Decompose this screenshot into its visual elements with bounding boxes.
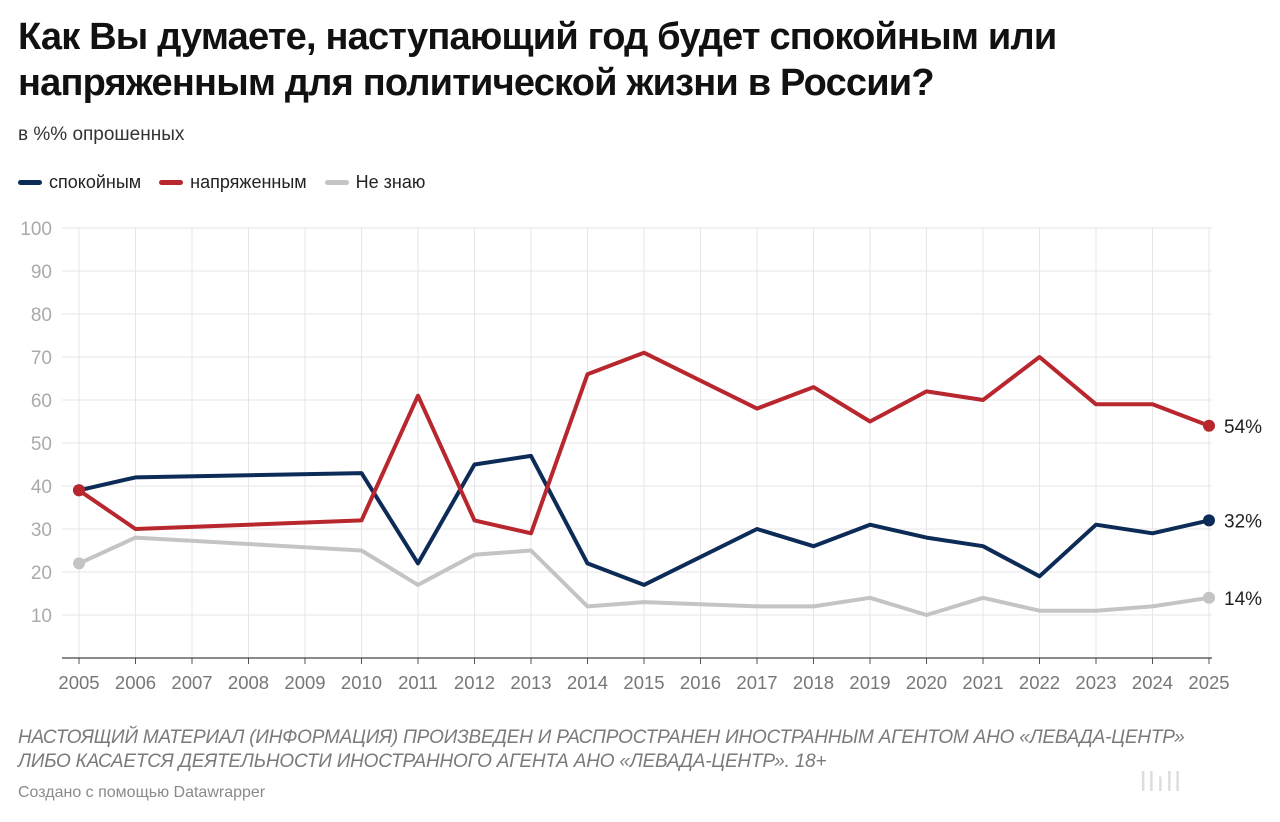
x-tick-label-2022: 2022 (1019, 672, 1060, 693)
x-tick-label-2020: 2020 (906, 672, 947, 693)
legend-label-tense: напряженным (190, 172, 307, 192)
legend-item-dont-know: Не знаю (324, 172, 426, 193)
x-tick-label-2007: 2007 (171, 672, 212, 693)
y-tick-label-50: 50 (31, 434, 52, 455)
legend-label-calm: спокойным (49, 172, 142, 192)
datawrapper-credit: Создано с помощью Datawrapper (18, 784, 266, 801)
x-tick-label-2015: 2015 (623, 672, 664, 693)
x-tick-label-2011: 2011 (398, 672, 438, 693)
series-line-tense (77, 350, 1211, 536)
y-tick-label-80: 80 (31, 305, 52, 326)
series-end-label-tense: 54% (1224, 417, 1262, 438)
legend-label-dont-know: Не знаю (355, 172, 426, 192)
y-tick-label-100: 100 (20, 219, 52, 240)
chart-title: Как Вы думаете, наступающий год будет сп… (18, 16, 1057, 104)
y-tick-label-90: 90 (31, 262, 52, 283)
series-end-point-dont-know (1203, 591, 1215, 604)
y-tick-label-60: 60 (31, 391, 52, 412)
watermark-logo: llıll (1140, 766, 1183, 797)
x-tick-label-2021: 2021 (962, 672, 1003, 693)
x-tick-label-2010: 2010 (341, 672, 382, 693)
chart-legend: спокойным напряженным Не знаю (18, 172, 425, 193)
x-tick-label-2006: 2006 (115, 672, 156, 693)
chart-subtitle: в %% опрошенных (18, 124, 185, 145)
legend-item-calm: спокойным (18, 172, 141, 193)
x-tick-label-2024: 2024 (1132, 672, 1173, 693)
y-tick-label-20: 20 (31, 563, 52, 584)
series-start-point-dont-know (73, 557, 85, 570)
x-tick-label-2005: 2005 (58, 672, 99, 693)
x-tick-label-2008: 2008 (228, 672, 269, 693)
legend-swatch-calm (18, 180, 42, 185)
series-start-point-tense (73, 484, 85, 497)
legend-swatch-dont-know (324, 180, 349, 185)
y-tick-label-30: 30 (31, 520, 52, 541)
x-tick-label-2016: 2016 (680, 672, 721, 693)
x-tick-label-2014: 2014 (567, 672, 608, 693)
x-tick-label-2023: 2023 (1075, 672, 1116, 693)
foreign-agent-notice: НАСТОЯЩИЙ МАТЕРИАЛ (ИНФОРМАЦИЯ) ПРОИЗВЕД… (18, 727, 1185, 772)
x-tick-label-2009: 2009 (284, 672, 325, 693)
series-end-label-calm: 32% (1224, 511, 1262, 532)
x-tick-label-2025: 2025 (1188, 672, 1229, 693)
x-tick-label-2019: 2019 (849, 672, 890, 693)
y-tick-label-70: 70 (31, 348, 52, 369)
line-chart: 10 20 30 40 50 60 70 80 90 100 2005 2006 2007 2008 200… (20, 219, 1262, 693)
x-tick-label-2018: 2018 (793, 672, 834, 693)
series-end-point-calm (1203, 514, 1215, 527)
y-tick-label-10: 10 (31, 606, 52, 627)
series-end-point-tense (1203, 419, 1215, 432)
x-tick-label-2012: 2012 (454, 672, 495, 693)
x-tick-label-2017: 2017 (736, 672, 777, 693)
series-line-calm (77, 453, 1211, 587)
x-tick-label-2013: 2013 (510, 672, 551, 693)
legend-item-tense: напряженным (159, 172, 307, 193)
series-line-dont-know (77, 535, 1211, 617)
series-end-label-dont-know: 14% (1224, 589, 1262, 610)
y-tick-label-40: 40 (31, 477, 52, 498)
legend-swatch-tense (159, 180, 184, 185)
